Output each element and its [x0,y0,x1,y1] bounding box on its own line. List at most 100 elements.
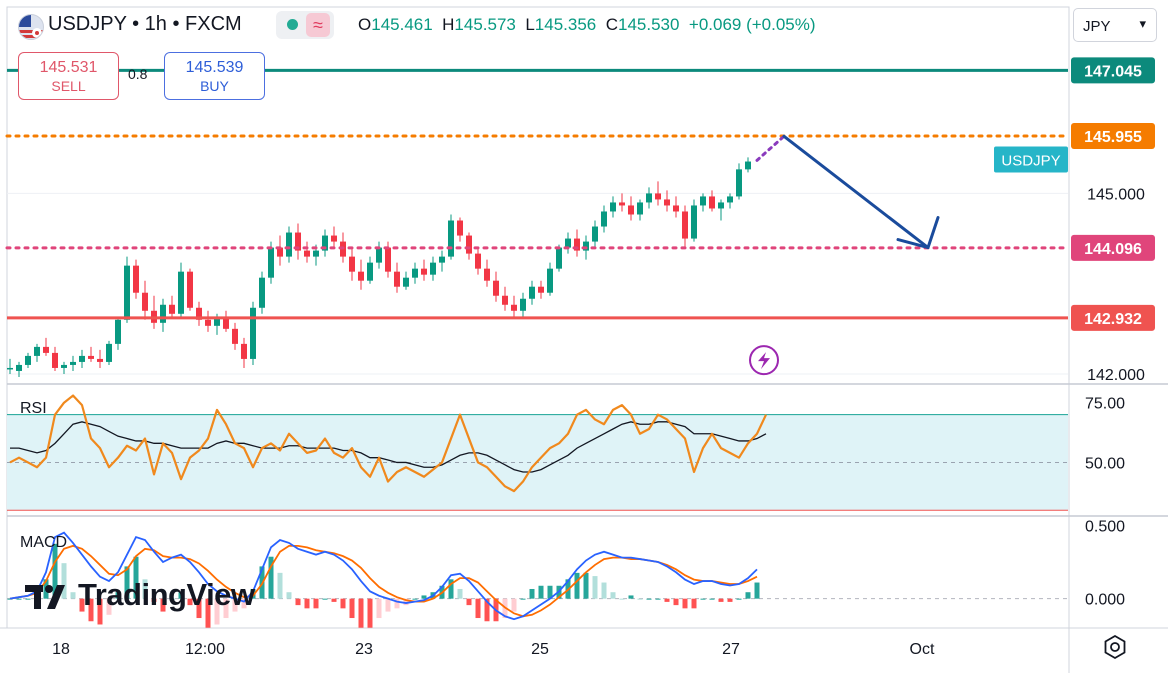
time-tick-label: 18 [52,641,70,658]
candle [709,190,715,212]
macd-label[interactable]: MACD [20,534,68,551]
candle [295,223,301,260]
candle-body [349,256,355,272]
candle [637,199,643,221]
macd-histogram-bar [646,598,652,600]
macd-signal-line [9,544,758,618]
wave-icon[interactable]: ≈ [306,13,330,37]
candle-body [637,202,643,215]
macd-histogram-bar [97,598,103,625]
currency-selector[interactable]: JPY ▾ [1073,8,1157,42]
macd-histogram-bar [88,598,94,622]
candle-body [493,280,499,296]
macd-histogram-bar [349,598,355,619]
macd-histogram-bar [655,598,661,600]
macd-histogram-bar [754,582,760,599]
candle-body [196,307,202,320]
candle [79,349,85,368]
candle [232,322,238,350]
candle [70,355,76,371]
candle [421,259,427,281]
candle [16,361,22,377]
candle [538,280,544,299]
macd-histogram-bar [205,598,211,628]
rsi-tick-label: 75.00 [1085,396,1125,413]
candle [133,259,139,299]
candle-body [214,316,220,326]
candle [376,241,382,269]
candle-body [646,193,652,203]
rsi-label[interactable]: RSI [20,400,47,417]
macd-histogram-bar [529,588,535,599]
candle [547,262,553,296]
candle [664,190,670,212]
buy-button[interactable]: 145.539 BUY [164,52,265,100]
market-open-dot-icon [287,19,298,30]
price-level-label: 144.096 [1084,241,1142,258]
macd-histogram-bar [538,585,544,599]
candle [412,262,418,284]
close-value: 145.530 [617,15,680,34]
macd-histogram-bar [250,588,256,599]
macd-histogram-bar [385,598,391,612]
candle [250,301,256,365]
candle [448,214,454,260]
candle [43,337,49,356]
candle [25,352,31,368]
candle-body [727,196,733,203]
candle-body [367,262,373,281]
macd-histogram-bar [214,598,220,625]
candle-body [88,355,94,359]
candle-body [718,202,724,209]
symbol-title[interactable]: USDJPY • 1h • FXCM [48,13,242,35]
candle-body [538,286,544,293]
macd-histogram-bar [475,598,481,619]
candle [259,271,265,314]
sell-label: SELL [51,78,86,94]
candle [394,262,400,293]
candle [223,310,229,332]
candle [565,232,571,254]
macd-histogram-bar [673,598,679,606]
candle [349,247,355,281]
candle [691,199,697,242]
macd-histogram-bar [394,598,400,609]
gear-icon[interactable] [1102,634,1128,660]
macd-histogram-bar [574,572,580,599]
macd-histogram-bar [610,592,616,599]
macd-histogram-bar [358,598,364,628]
tradingview-wordmark: TradingView [78,577,255,612]
market-status[interactable]: ≈ [276,11,334,39]
candle-body [673,205,679,212]
macd-histogram-bar [367,598,373,628]
candle [205,310,211,332]
candle-body [295,232,301,251]
candle [241,337,247,368]
candle-body [502,295,508,305]
candle-body [43,346,49,353]
macd-histogram-bar [457,588,463,599]
high-label: H [442,15,455,34]
candle-body [565,238,571,248]
macd-histogram-bar [619,598,625,600]
candle [322,229,328,257]
candle-body [439,256,445,263]
candle-body [421,268,427,275]
time-tick-label: 25 [531,641,549,658]
macd-histogram-bar [745,592,751,599]
buy-label: BUY [200,78,229,94]
candle-body [556,247,562,269]
candle [331,226,337,248]
rsi-tick-label: 50.00 [1085,455,1125,472]
sell-button[interactable]: 145.531 SELL [18,52,119,100]
candle [727,193,733,209]
candle-body [268,247,274,278]
candle-body [232,328,238,344]
candle [718,199,724,221]
candle-body [574,238,580,251]
candle-body [79,355,85,362]
candle [97,349,103,368]
candle-body [115,319,121,344]
candle [286,226,292,263]
